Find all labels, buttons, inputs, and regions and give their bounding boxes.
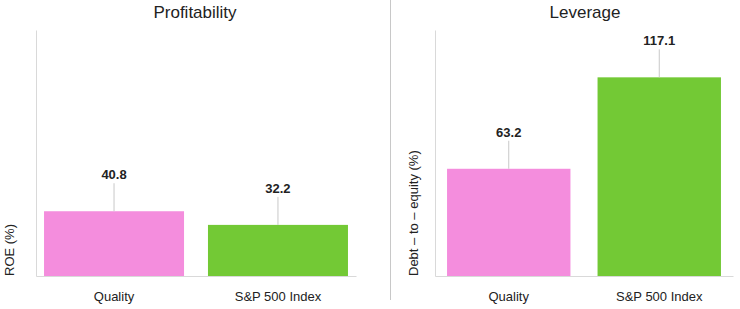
data-label: 40.8 xyxy=(101,167,126,182)
bar xyxy=(208,225,348,276)
x-tick-label: Quality xyxy=(94,289,135,304)
data-labels: 63.2 117.1 xyxy=(496,33,675,168)
bars xyxy=(447,77,721,276)
x-axis: Quality S&P 500 Index xyxy=(436,276,734,304)
x-tick: S&P 500 Index xyxy=(235,276,322,304)
bar xyxy=(598,77,721,276)
panel-separator xyxy=(390,0,391,300)
y-axis xyxy=(36,31,37,277)
leader-line xyxy=(659,49,660,77)
panel: Leverage Debt – to – equity (%) Quality S&P… xyxy=(406,3,734,304)
chart-title: Profitability xyxy=(153,3,237,22)
bar xyxy=(447,169,570,276)
data-label: 63.2 xyxy=(496,125,521,140)
bar xyxy=(44,211,184,276)
chart-root: Profitability ROE (%) Quality S&P 500 Index… xyxy=(0,0,740,309)
y-axis-line xyxy=(435,31,436,277)
x-tick-label: S&P 500 Index xyxy=(235,289,322,304)
leader-line xyxy=(114,183,115,211)
x-axis-line xyxy=(37,276,357,277)
y-axis-title: ROE (%) xyxy=(2,224,17,276)
y-axis-title: Debt – to – equity (%) xyxy=(406,150,421,276)
x-tick: Quality xyxy=(489,276,530,304)
data-label: 117.1 xyxy=(643,33,675,48)
panel: Profitability ROE (%) Quality S&P 500 Index… xyxy=(2,3,357,304)
bars xyxy=(44,211,348,276)
data-labels: 40.8 32.2 xyxy=(101,167,290,225)
x-tick-label: S&P 500 Index xyxy=(616,289,703,304)
y-axis xyxy=(435,31,436,277)
chart-title: Leverage xyxy=(550,3,621,22)
x-axis-line xyxy=(436,276,734,277)
x-tick: Quality xyxy=(94,276,135,304)
x-axis: Quality S&P 500 Index xyxy=(37,276,357,304)
leader-line xyxy=(508,141,509,169)
data-label: 32.2 xyxy=(265,181,290,196)
leader-line xyxy=(277,197,278,225)
x-tick: S&P 500 Index xyxy=(616,276,703,304)
x-tick-label: Quality xyxy=(489,289,530,304)
y-axis-line xyxy=(36,31,37,277)
